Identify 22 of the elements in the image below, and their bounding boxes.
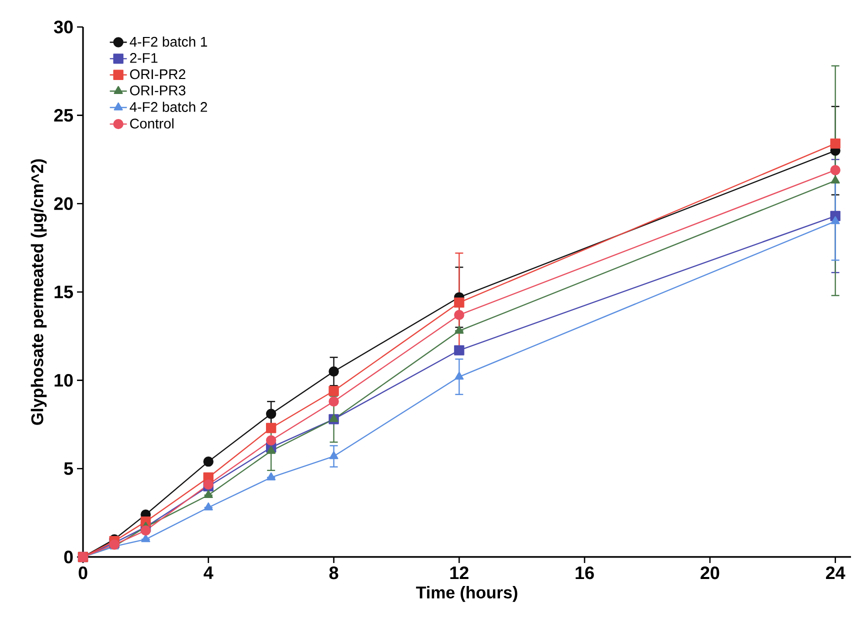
y-tick-label: 0 bbox=[64, 550, 73, 564]
legend-label: 2-F1 bbox=[130, 53, 158, 63]
x-tick-label: 24 bbox=[826, 566, 846, 580]
legend-label: 4-F2 batch 1 bbox=[130, 36, 208, 47]
x-tick-label: 0 bbox=[78, 566, 88, 580]
legend-label: 4-F2 batch 2 bbox=[130, 102, 208, 112]
x-tick-label: 12 bbox=[450, 566, 468, 580]
legend-label: ORI-PR3 bbox=[130, 85, 186, 96]
x-tick-label: 20 bbox=[700, 566, 720, 580]
x-axis-title: Time (hours) bbox=[416, 586, 518, 602]
y-axis-title: Glyphosate permeated (µg/cm^2) bbox=[30, 159, 47, 425]
y-tick-label: 30 bbox=[54, 20, 73, 34]
legend-label: Control bbox=[130, 118, 174, 129]
legend-label: ORI-PR2 bbox=[130, 69, 186, 80]
y-tick-label: 15 bbox=[54, 286, 73, 298]
x-tick-label: 16 bbox=[576, 566, 594, 580]
y-tick-label: 25 bbox=[54, 108, 73, 122]
x-tick-label: 8 bbox=[329, 566, 338, 580]
y-tick-label: 10 bbox=[54, 374, 73, 387]
x-tick-label: 4 bbox=[204, 566, 214, 579]
y-tick-label: 20 bbox=[54, 197, 73, 210]
y-tick-label: 5 bbox=[64, 462, 73, 475]
